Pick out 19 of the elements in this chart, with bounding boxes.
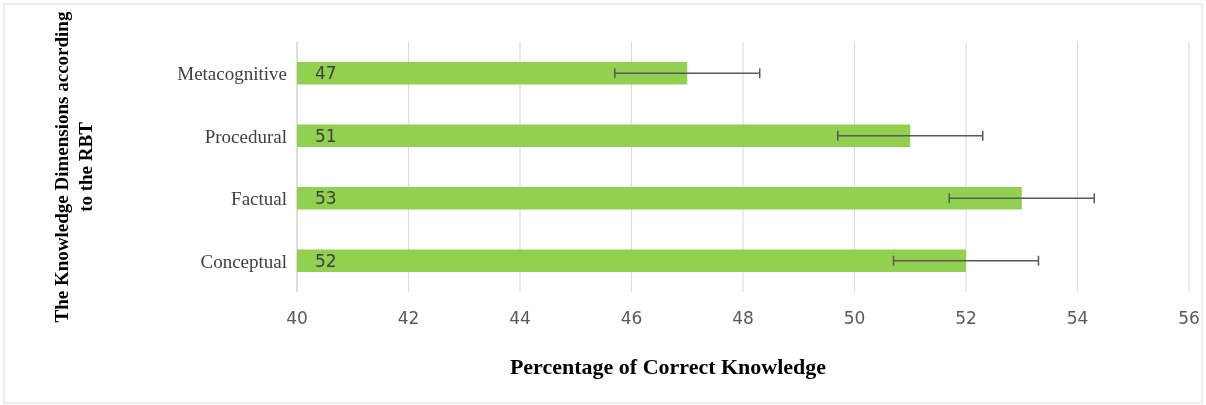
y-tick-label: Factual — [231, 188, 287, 210]
x-tick-label: 52 — [955, 308, 977, 328]
x-tick-label: 50 — [843, 308, 866, 328]
x-tick-label: 56 — [1178, 308, 1200, 328]
y-tick-label: Procedural — [204, 125, 287, 147]
data-label: 52 — [315, 250, 337, 271]
y-axis-title: The Knowledge Dimensions according to the RBT — [51, 11, 96, 323]
x-tick-label: 54 — [1066, 308, 1089, 328]
data-label: 53 — [315, 188, 337, 209]
data-label: 47 — [315, 63, 337, 84]
x-axis-title: Percentage of Correct Knowledge — [509, 354, 827, 379]
x-tick-label: 42 — [397, 308, 420, 328]
x-tick-label: 44 — [509, 308, 531, 328]
data-label: 51 — [315, 125, 337, 146]
x-tick-label: 48 — [732, 308, 754, 328]
y-tick-label: Metacognitive — [177, 63, 287, 85]
y-tick-label: Conceptual — [200, 250, 287, 272]
x-tick-label: 46 — [620, 308, 643, 328]
x-tick-label: 40 — [286, 308, 308, 328]
